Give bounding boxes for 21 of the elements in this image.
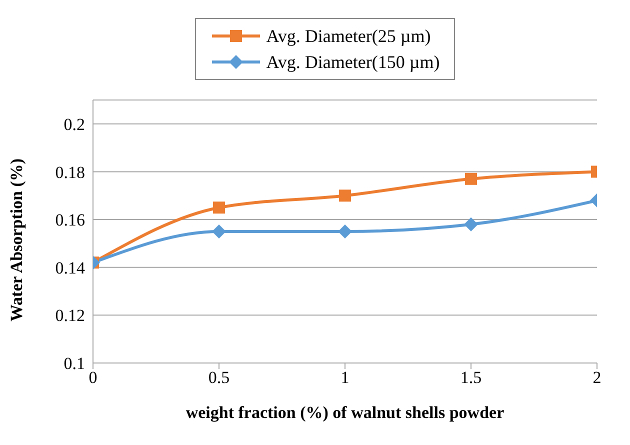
x-tick-label: 1: [340, 368, 350, 388]
x-tick-label: 0.5: [208, 368, 230, 388]
y-tick-label: 0.2: [64, 114, 85, 134]
y-tick-label: 0.12: [55, 306, 85, 326]
point: [465, 172, 477, 185]
x-tick-label: 1.5: [460, 368, 482, 388]
point: [213, 202, 225, 214]
y-axis-title: Water Absorption (%): [7, 158, 26, 322]
y-tick-label: 0.14: [55, 258, 86, 278]
x-axis-title: weight fraction (%) of walnut shells powder: [186, 403, 505, 422]
x-tick-label: 0: [88, 368, 98, 388]
y-tick-label: 0.1: [64, 354, 85, 374]
point: [339, 190, 351, 202]
y-tick-label: 0.16: [55, 210, 85, 230]
point: [212, 224, 226, 238]
legend-label: Avg. Diameter(150 µm): [266, 52, 440, 72]
x-tick-label: 2: [592, 368, 602, 388]
y-tick-label: 0.18: [55, 162, 85, 182]
legend-label: Avg. Diameter(25 µm): [266, 26, 431, 46]
point: [464, 217, 478, 232]
point: [338, 224, 352, 238]
